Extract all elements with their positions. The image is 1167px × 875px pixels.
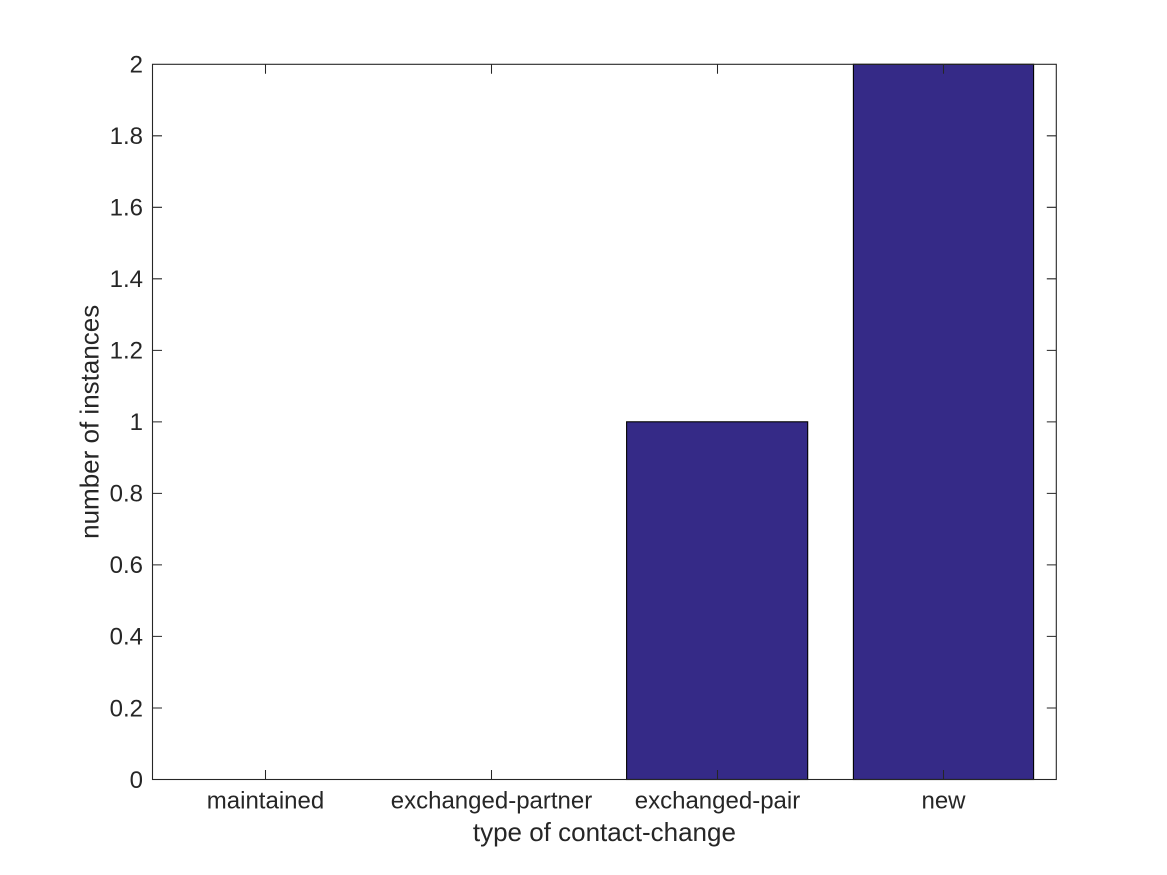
svg-text:0: 0 xyxy=(130,767,143,794)
svg-text:1.6: 1.6 xyxy=(110,195,143,222)
svg-text:exchanged-pair: exchanged-pair xyxy=(635,788,800,815)
svg-text:1.8: 1.8 xyxy=(110,123,143,150)
svg-text:1: 1 xyxy=(130,409,143,436)
svg-text:type of contact-change: type of contact-change xyxy=(473,817,736,847)
svg-text:1.4: 1.4 xyxy=(110,266,143,293)
svg-text:0.6: 0.6 xyxy=(110,552,143,579)
svg-text:0.4: 0.4 xyxy=(110,624,143,651)
svg-text:0.2: 0.2 xyxy=(110,695,143,722)
svg-text:maintained: maintained xyxy=(207,788,324,815)
svg-text:2: 2 xyxy=(130,52,143,79)
svg-text:number of instances: number of instances xyxy=(75,305,105,539)
svg-text:1.2: 1.2 xyxy=(110,338,143,365)
svg-text:new: new xyxy=(921,788,966,815)
svg-text:0.8: 0.8 xyxy=(110,481,143,508)
svg-text:exchanged-partner: exchanged-partner xyxy=(391,788,592,815)
